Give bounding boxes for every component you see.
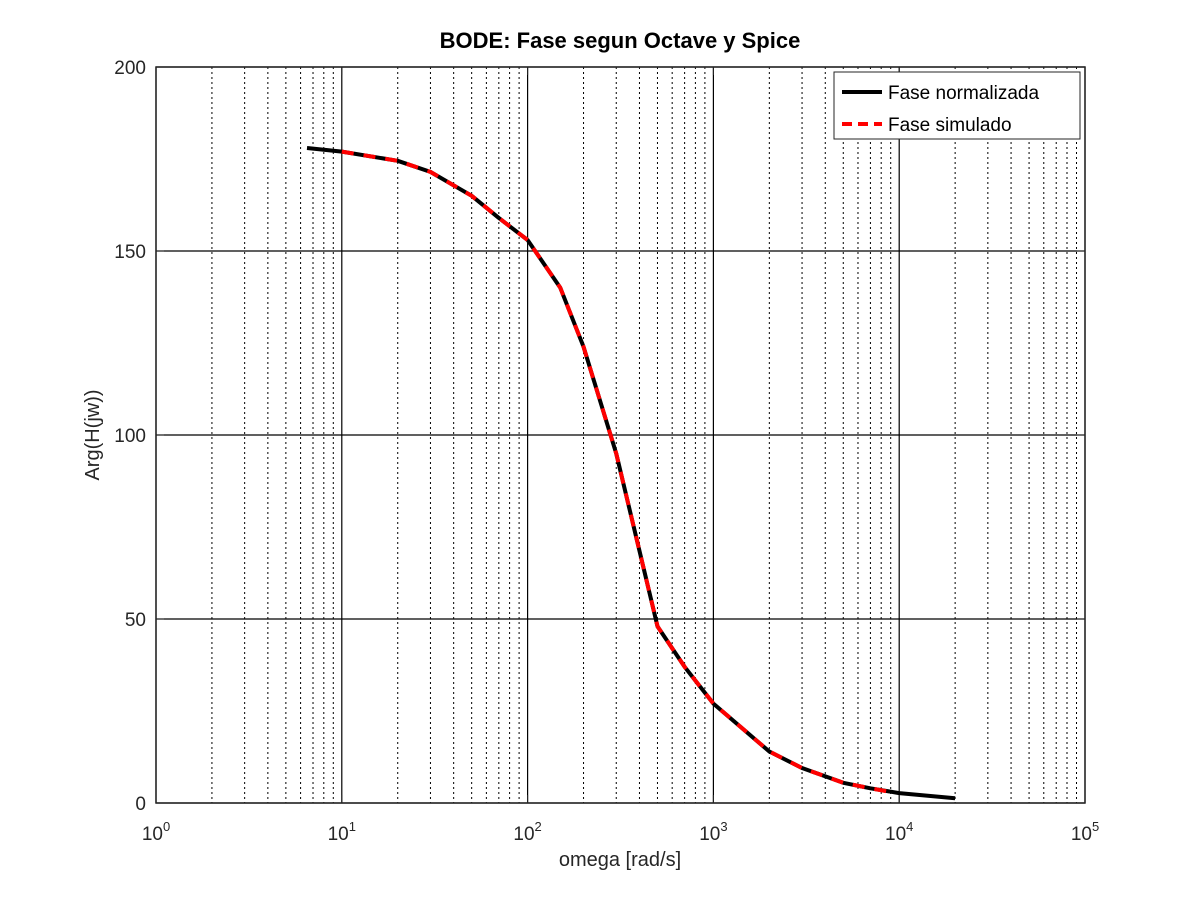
legend-label-fase-simulado: Fase simulado <box>888 115 1012 136</box>
legend: Fase normalizada Fase simulado <box>833 71 1081 140</box>
x-tick-label: 104 <box>885 819 913 845</box>
x-tick-label: 103 <box>699 819 727 845</box>
series-line-fase-simulado <box>341 149 892 794</box>
x-tick-label: 100 <box>142 819 170 845</box>
chart-title: BODE: Fase segun Octave y Spice <box>440 28 801 53</box>
y-axis-label: Arg(H(jw)) <box>82 389 104 480</box>
x-tick-label: 101 <box>328 819 356 845</box>
series-layer <box>306 146 956 801</box>
axis-ticks: 100 101 102 103 104 105 0 50 100 150 200 <box>114 58 1099 845</box>
x-axis-label: omega [rad/s] <box>559 849 681 871</box>
y-tick-label: 150 <box>114 242 146 263</box>
y-tick-label: 50 <box>125 610 146 631</box>
y-tick-label: 100 <box>114 426 146 447</box>
legend-box <box>833 71 1081 140</box>
y-tick-label: 200 <box>114 58 146 79</box>
legend-label-fase-normalizada: Fase normalizada <box>888 83 1039 104</box>
x-tick-label: 105 <box>1071 819 1099 845</box>
y-tick-label: 0 <box>135 794 146 815</box>
x-tick-label: 102 <box>513 819 541 845</box>
